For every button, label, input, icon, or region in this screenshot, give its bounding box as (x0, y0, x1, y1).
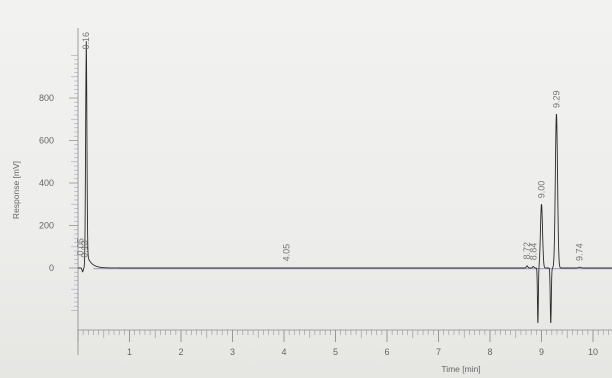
x-tick-label: 9 (539, 347, 544, 357)
x-axis-title: Time [min] (441, 364, 480, 374)
peak-label: 8.72 (522, 242, 532, 260)
chromatogram-traces (78, 41, 612, 324)
peak-label: 0.13 (80, 240, 90, 258)
x-tick-label: 2 (178, 347, 183, 357)
y-tick-marks (69, 55, 78, 311)
peak-label: 0.05 (76, 238, 86, 256)
peak-label: 9.00 (537, 181, 547, 199)
x-tick-label: 3 (230, 347, 235, 357)
peak-label: 4.05 (282, 244, 292, 262)
chromatogram-trace (78, 41, 612, 324)
y-tick-labels: 0 200 400 600 800 (39, 93, 54, 273)
x-tick-label: 7 (436, 347, 441, 357)
x-tick-labels: 1 2 3 4 5 6 7 8 9 10 (127, 347, 598, 357)
x-tick-label: 4 (281, 347, 286, 357)
y-tick-label: 600 (39, 136, 54, 146)
y-tick-label: 400 (39, 178, 54, 188)
x-tick-label: 8 (487, 347, 492, 357)
y-tick-label: 800 (39, 93, 54, 103)
y-axis-title: Response [mV] (11, 161, 21, 219)
x-tick-label: 5 (333, 347, 338, 357)
peak-label: 8.84 (528, 243, 538, 261)
y-tick-label: 200 (39, 221, 54, 231)
x-tick-label: 10 (588, 347, 598, 357)
peak-label: 0.16 (81, 32, 91, 50)
y-tick-label: 0 (49, 263, 54, 273)
axes (77, 28, 612, 355)
peak-label: 9.74 (575, 243, 585, 261)
peak-labels: 0.16 9.29 9.00 8.728.84 9.74 4.05 0.050.13 (76, 32, 585, 261)
x-tick-marks (77, 330, 609, 342)
peak-label: 9.29 (551, 90, 561, 108)
x-tick-label: 6 (384, 347, 389, 357)
x-tick-label: 1 (127, 347, 132, 357)
